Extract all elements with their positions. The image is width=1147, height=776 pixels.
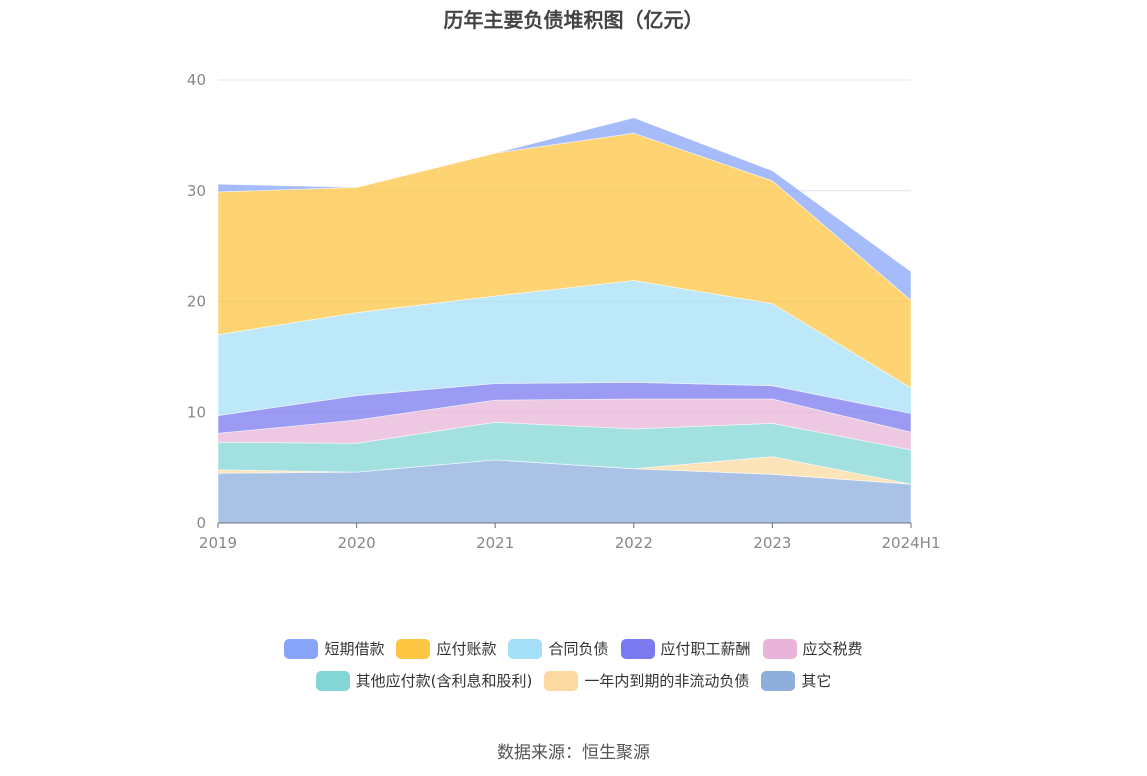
legend-label: 应付职工薪酬 [660,640,751,658]
legend-item[interactable]: 应付账款 [396,638,496,659]
legend-label: 其他应付款(含利息和股利) [355,672,533,690]
stacked-area-chart: 0 10 20 30 40 2019 2020 2021 2022 2023 2024H1 [187,71,941,552]
legend-swatch [761,670,796,691]
area-series [217,117,912,302]
legend-item[interactable]: 其它 [761,670,831,691]
legend-swatch [284,638,319,659]
legend-item[interactable]: 应付职工薪酬 [620,638,751,659]
legend-swatch [544,670,579,691]
y-tick-label: 10 [187,403,206,421]
legend-item[interactable]: 应交税费 [762,638,863,659]
legend-label: 一年内到期的非流动负债 [584,672,750,690]
legend-row-1: 短期借款 应付账款 合同负债 应付职工薪酬 应交税费 [0,638,1147,659]
legend-item[interactable]: 短期借款 [284,638,384,659]
legend-row-2: 其他应付款(含利息和股利) 一年内到期的非流动负债 其它 [0,670,1147,691]
x-tick-label: 2024H1 [882,534,941,552]
legend-label: 合同负债 [548,640,609,658]
legend-swatch [396,638,431,659]
legend-label: 短期借款 [324,640,385,658]
y-tick-label: 40 [187,71,206,89]
chart-title: 历年主要负债堆积图（亿元） [443,8,704,32]
y-tick-label: 0 [196,514,206,532]
legend-item[interactable]: 合同负债 [508,638,609,659]
x-tick-label: 2019 [199,534,237,552]
x-tick-label: 2023 [753,534,791,552]
legend-item[interactable]: 一年内到期的非流动负债 [544,670,749,691]
legend-swatch [620,638,655,659]
x-tick-label: 2020 [338,534,376,552]
legend-swatch [762,638,797,659]
x-tick-label: 2022 [615,534,653,552]
legend-item[interactable]: 其他应付款(含利息和股利) [315,670,533,691]
y-tick-label: 20 [187,293,206,311]
legend-swatch [508,638,543,659]
legend-label: 应付账款 [436,640,497,658]
legend-label: 应交税费 [802,640,863,658]
data-source: 数据来源：恒生聚源 [497,743,650,763]
x-tick-label: 2021 [476,534,514,552]
legend: 短期借款 应付账款 合同负债 应付职工薪酬 应交税费 其他应付款(含利息和股利) 一年内到… [0,638,1147,702]
y-tick-label: 30 [187,182,206,200]
legend-label: 其它 [801,672,832,690]
legend-swatch [315,670,350,691]
